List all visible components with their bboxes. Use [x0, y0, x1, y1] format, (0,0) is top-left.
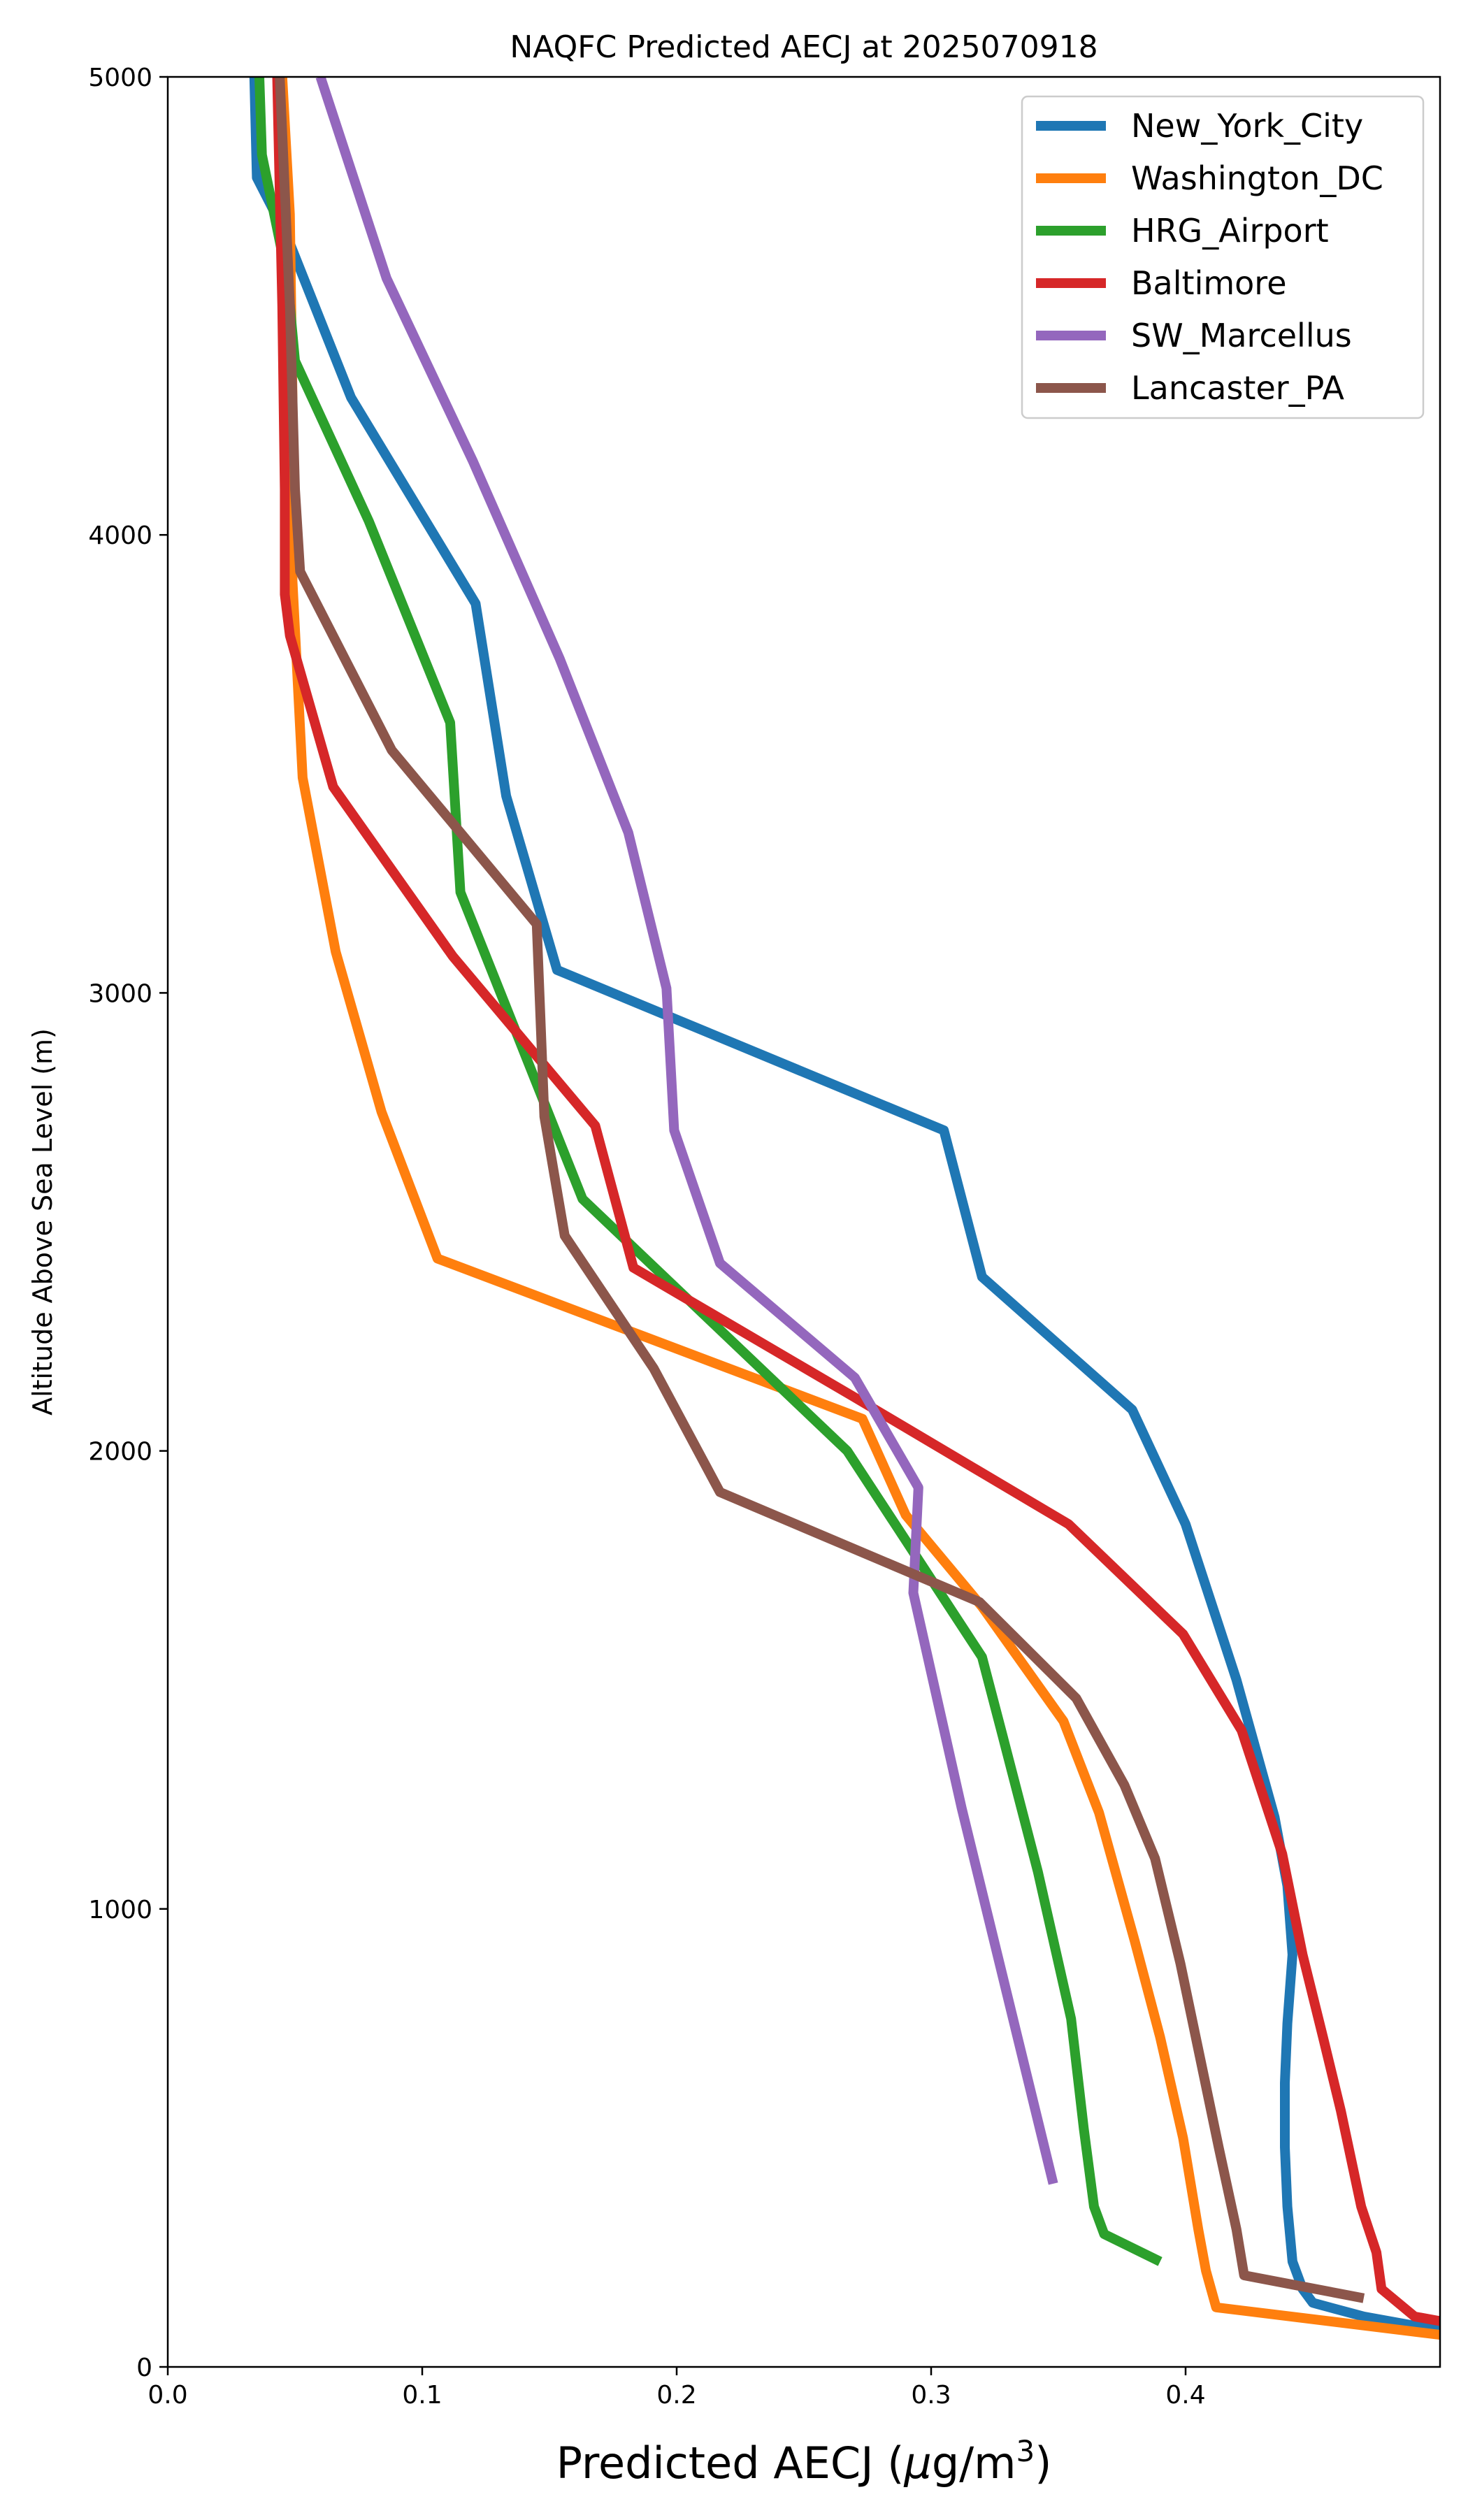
chart-title: NAQFC Predicted AECJ at 2025070918: [510, 29, 1098, 65]
x-axis-ticks: 0.0 0.1 0.2 0.3 0.4: [147, 2367, 1206, 2410]
y-axis-label: Altitude Above Sea Level (m): [27, 1028, 58, 1416]
x-axis-label: Predicted AECJ (μg/m3): [556, 2434, 1052, 2489]
chart-legend: New_York_City Washington_DC HRG_Airport Bal…: [1021, 95, 1425, 419]
y-tick-label: 0: [136, 2354, 152, 2382]
x-tick-label: 0.0: [147, 2381, 187, 2410]
y-tick-label: 3000: [88, 979, 152, 1008]
legend-label-sw-marcellus: SW_Marcellus: [1131, 317, 1352, 354]
series-line-baltimore: [272, 77, 1440, 2326]
legend-label-baltimore: Baltimore: [1131, 264, 1287, 302]
series-line-washington-dc: [277, 77, 1440, 2340]
legend-label-new-york-city: New_York_City: [1131, 107, 1363, 145]
x-tick-label: 0.2: [656, 2381, 696, 2410]
legend-label-lancaster-pa: Lancaster_PA: [1131, 369, 1344, 407]
legend-label-washington-dc: Washington_DC: [1131, 159, 1383, 197]
y-tick-label: 1000: [88, 1896, 152, 1924]
plot-series-group: [249, 77, 1440, 2340]
plot-frame: [166, 75, 1441, 2368]
series-line-lancaster-pa: [275, 77, 1365, 2303]
y-tick-label: 4000: [88, 521, 152, 550]
series-line-sw-marcellus: [315, 77, 1058, 2185]
series-line-new-york-city: [249, 77, 1440, 2335]
legend-label-hrg-airport: HRG_Airport: [1131, 212, 1329, 250]
legend-box: [1021, 95, 1425, 419]
y-tick-label: 2000: [88, 1438, 152, 1467]
x-tick-label: 0.3: [911, 2381, 951, 2410]
y-tick-label: 5000: [88, 64, 152, 92]
y-axis-ticks: 0 1000 2000 3000 4000 5000: [88, 64, 168, 2382]
x-tick-label: 0.4: [1165, 2381, 1205, 2410]
x-tick-label: 0.1: [402, 2381, 442, 2410]
